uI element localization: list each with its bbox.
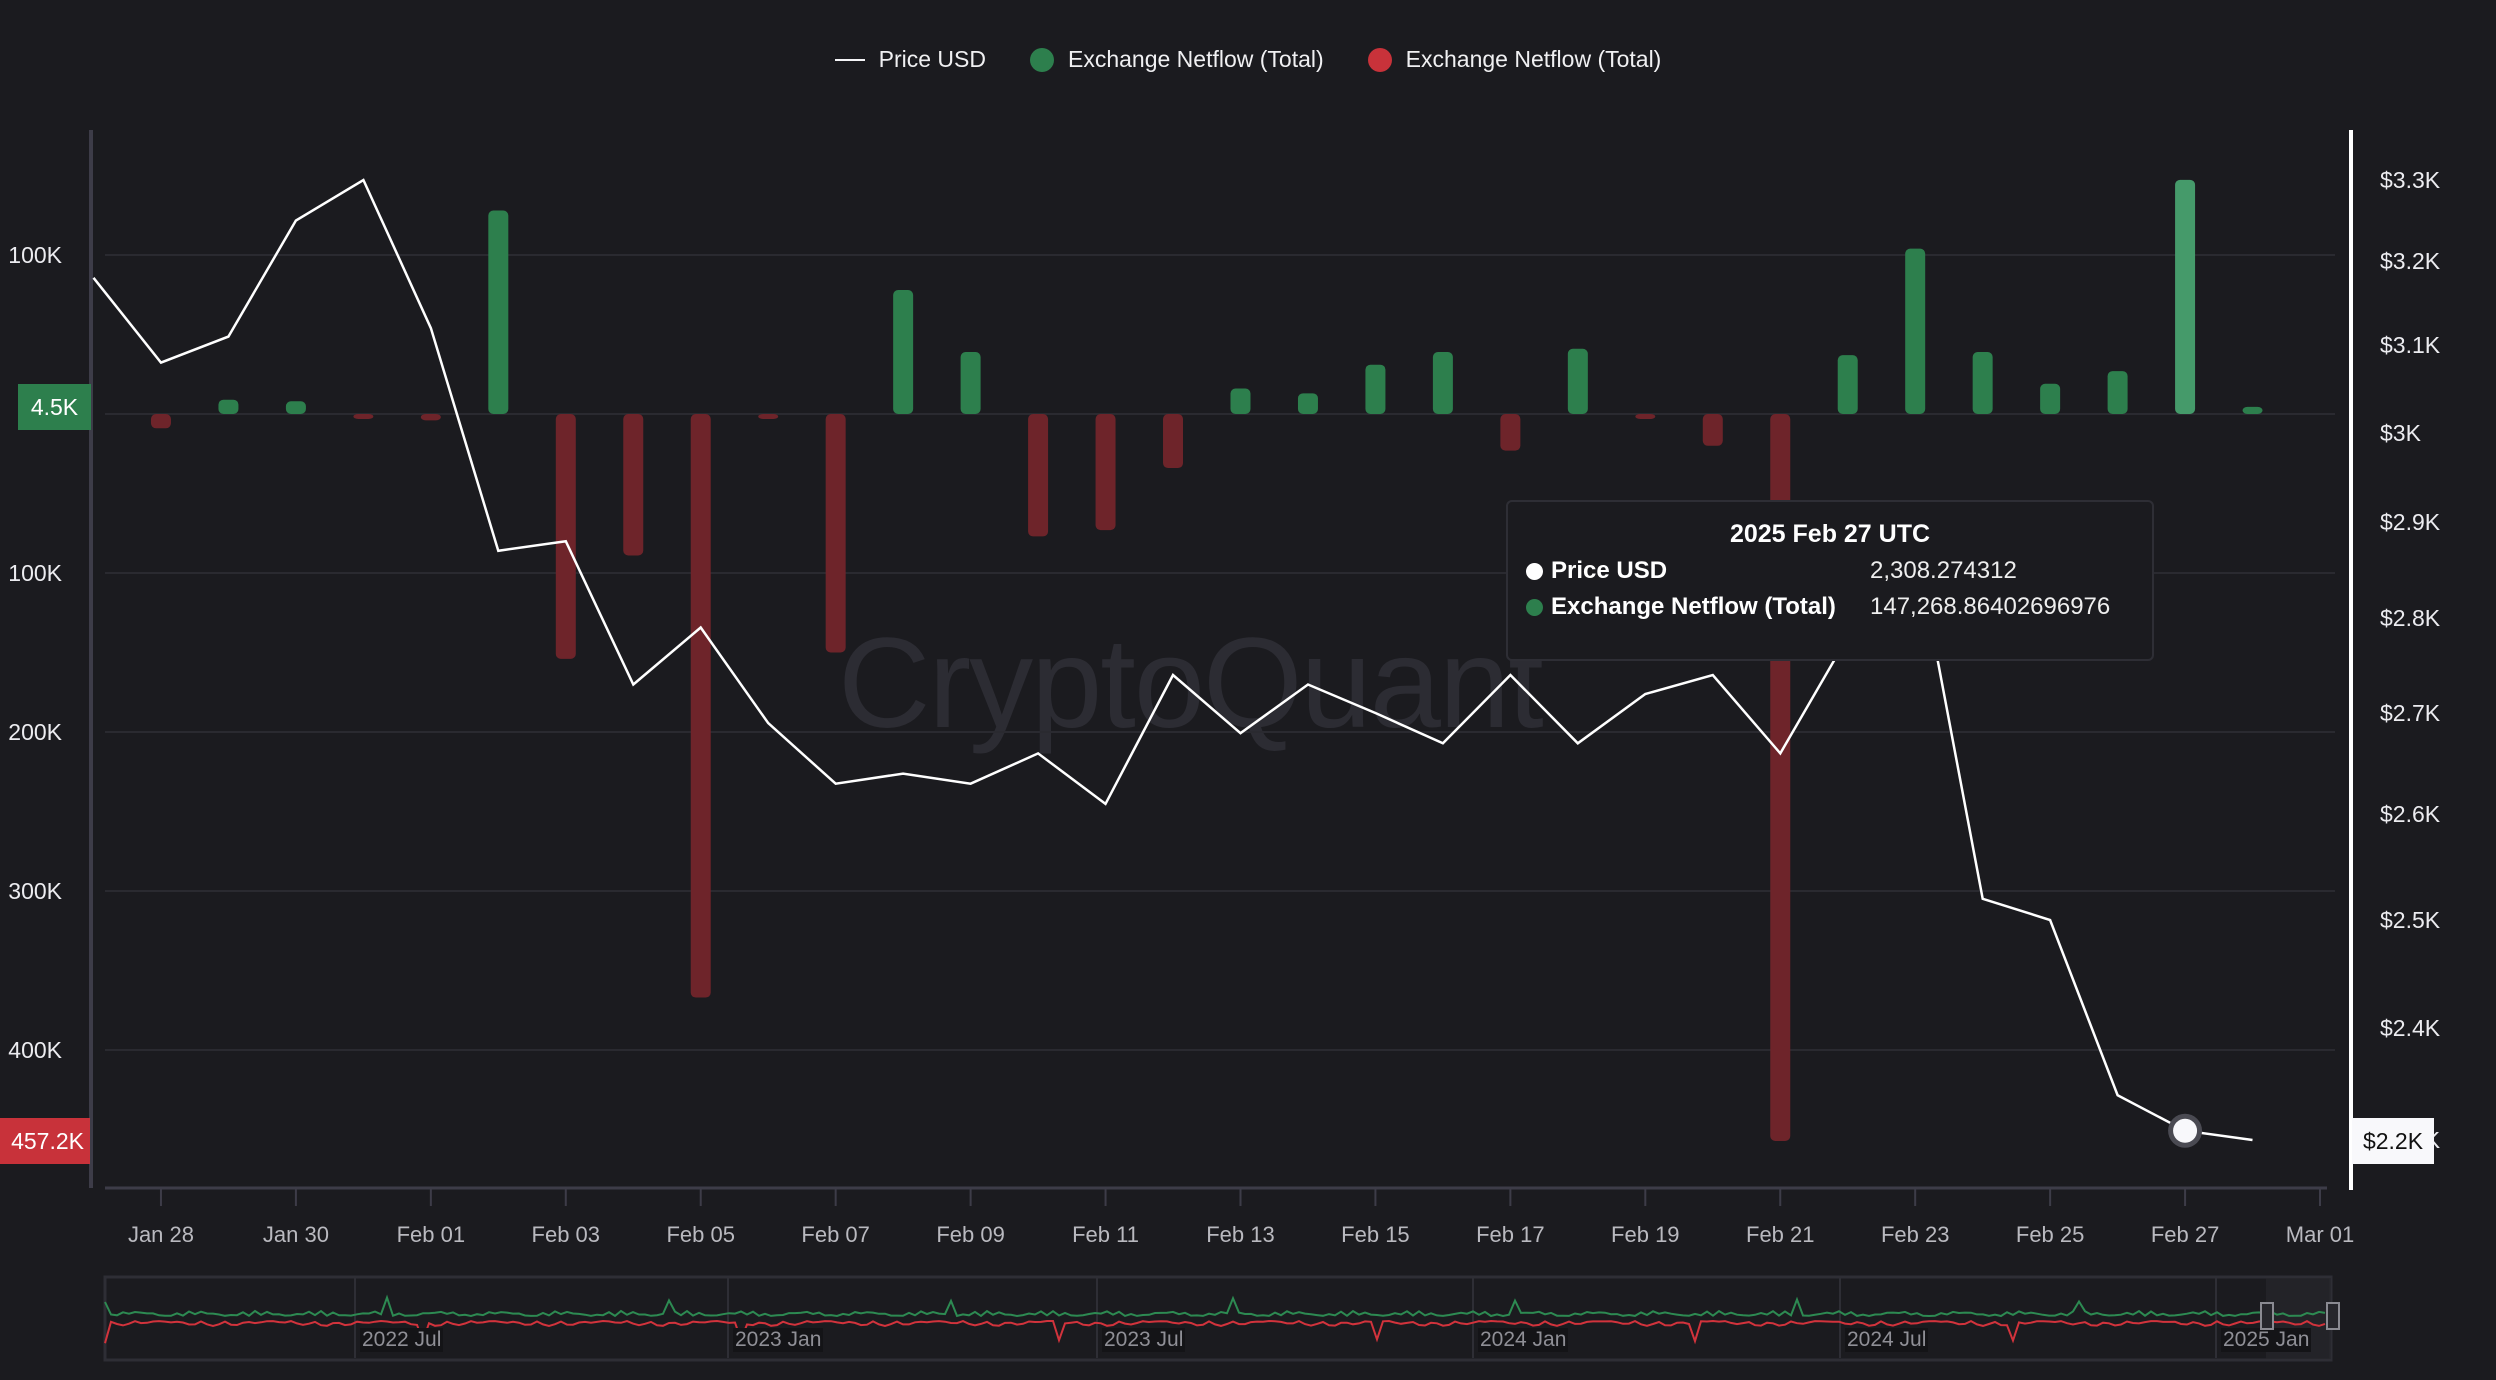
negative-netflow-bar[interactable] — [1500, 414, 1521, 451]
x-axis-label: Jan 30 — [263, 1222, 329, 1247]
x-axis-label: Feb 07 — [801, 1222, 870, 1247]
positive-netflow-bar[interactable] — [2107, 371, 2128, 414]
navigator-label: 2025 Jan — [2221, 1328, 2312, 1352]
navigator-label: 2023 Jul — [1102, 1328, 1186, 1352]
legend-item-price[interactable]: Price USD — [834, 46, 986, 73]
tooltip-row-netflow: Exchange Netflow (Total) — [1526, 593, 1836, 621]
positive-netflow-bar[interactable] — [1837, 355, 1858, 414]
left-axis-tick: 200K — [8, 719, 62, 745]
tooltip-value: 2,308.274312 — [1870, 557, 2017, 584]
x-axis-label: Mar 01 — [2286, 1222, 2354, 1247]
right-axis-tick: $3.3K — [2380, 167, 2441, 193]
positive-netflow-bar[interactable] — [1432, 351, 1453, 414]
negative-netflow-bar[interactable] — [690, 414, 711, 998]
white-dot-icon — [1526, 562, 1543, 580]
tooltip-row-price: Price USD — [1526, 557, 1667, 585]
navigator-label: 2022 Jul — [360, 1328, 444, 1352]
negative-netflow-bar[interactable] — [623, 414, 644, 556]
negative-netflow-bar[interactable] — [420, 414, 441, 421]
x-axis-label: Feb 01 — [397, 1222, 466, 1247]
negative-netflow-bar[interactable] — [1028, 414, 1049, 537]
positive-netflow-bar[interactable] — [2175, 179, 2196, 414]
negative-netflow-bar[interactable] — [1635, 414, 1656, 419]
positive-netflow-bar[interactable] — [2040, 383, 2061, 414]
x-axis-label: Feb 19 — [1611, 1222, 1680, 1247]
negative-netflow-bar[interactable] — [1702, 414, 1723, 446]
left-axis-tick: 300K — [8, 878, 62, 904]
x-axis-label: Jan 28 — [128, 1222, 194, 1247]
positive-netflow-bar[interactable] — [488, 210, 509, 414]
positive-netflow-bar[interactable] — [1365, 364, 1386, 414]
right-axis-tick: $2.5K — [2380, 907, 2441, 933]
positive-netflow-bar[interactable] — [218, 399, 239, 414]
negative-netflow-bar[interactable] — [1163, 414, 1184, 469]
navigator-series-negative — [104, 1319, 2326, 1345]
right-axis-tick: $2.7K — [2380, 700, 2441, 726]
navigator-series-positive — [104, 1294, 2326, 1318]
negative-netflow-bar[interactable] — [555, 414, 576, 659]
legend-label: Exchange Netflow (Total) — [1067, 46, 1324, 72]
x-axis-label: Feb 05 — [666, 1222, 735, 1247]
x-axis-label: Feb 15 — [1341, 1222, 1410, 1247]
right-axis-tick: $2.6K — [2380, 801, 2441, 827]
positive-netflow-bar[interactable] — [1297, 393, 1318, 414]
x-axis-label: Feb 13 — [1206, 1222, 1275, 1247]
x-axis-label: Feb 17 — [1476, 1222, 1545, 1247]
legend-label: Exchange Netflow (Total) — [1405, 46, 1662, 72]
positive-netflow-bar[interactable] — [1230, 388, 1251, 414]
x-axis-label: Feb 03 — [532, 1222, 601, 1247]
red-dot-icon — [1367, 47, 1392, 72]
negative-netflow-bar[interactable] — [353, 414, 374, 419]
negative-netflow-bar[interactable] — [150, 414, 171, 429]
negative-netflow-bar[interactable] — [758, 414, 779, 419]
right-axis-tick: $2.8K — [2380, 605, 2441, 631]
left-axis-tick: 100K — [8, 242, 62, 268]
right-axis-tick: $3K — [2380, 420, 2422, 446]
tooltip-label: Exchange Netflow (Total) — [1551, 593, 1836, 620]
navigator-right-handle[interactable] — [2326, 1302, 2340, 1330]
left-axis-tick: 400K — [8, 1037, 62, 1063]
positive-netflow-bar[interactable] — [1905, 248, 1926, 414]
right-axis-tick: $3.2K — [2380, 248, 2441, 274]
tooltip-label: Price USD — [1551, 557, 1668, 584]
current-price-badge: $2.2K — [2352, 1118, 2434, 1164]
x-axis-label: Feb 23 — [1881, 1222, 1950, 1247]
legend: Price USD Exchange Netflow (Total) Excha… — [0, 46, 2496, 73]
navigator[interactable] — [103, 1275, 2333, 1362]
positive-netflow-bar[interactable] — [2242, 406, 2263, 414]
right-axis-tick: $2.9K — [2380, 509, 2441, 535]
line-icon — [834, 58, 865, 61]
tooltip-title: 2025 Feb 27 UTC — [1729, 520, 1931, 548]
navigator-label: 2024 Jan — [1478, 1328, 1569, 1352]
current-netflow-badge: 4.5K — [18, 384, 91, 430]
green-dot-icon — [1029, 47, 1054, 72]
negative-netflow-bar[interactable] — [1095, 414, 1116, 531]
green-dot-icon — [1526, 598, 1543, 616]
positive-netflow-bar[interactable] — [1972, 351, 1993, 414]
positive-netflow-bar[interactable] — [893, 289, 914, 414]
right-axis-tick: $2.4K — [2380, 1015, 2441, 1041]
x-axis-label: Feb 27 — [2151, 1222, 2220, 1247]
navigator-left-handle[interactable] — [2260, 1302, 2274, 1330]
navigator-label: 2024 Jul — [1845, 1328, 1929, 1352]
negative-netflow-bar[interactable] — [825, 414, 846, 653]
positive-netflow-bar[interactable] — [1567, 348, 1588, 414]
x-axis-label: Feb 25 — [2016, 1222, 2085, 1247]
hover-marker — [2173, 1118, 2198, 1143]
left-axis-tick: 100K — [8, 560, 62, 586]
legend-label: Price USD — [878, 46, 986, 72]
legend-item-netflow-negative[interactable]: Exchange Netflow (Total) — [1367, 46, 1662, 73]
x-axis-label: Feb 09 — [936, 1222, 1005, 1247]
legend-item-netflow-positive[interactable]: Exchange Netflow (Total) — [1029, 46, 1324, 73]
positive-netflow-bar[interactable] — [960, 351, 981, 414]
tooltip-value: 147,268.86402696976 — [1870, 593, 2111, 620]
positive-netflow-bar[interactable] — [285, 401, 306, 414]
right-axis-tick: $3.1K — [2380, 332, 2441, 358]
x-axis-label: Feb 11 — [1072, 1222, 1139, 1247]
tooltip: 2025 Feb 27 UTC Price USD 2,308.274312 E… — [1506, 500, 2154, 661]
navigator-label: 2023 Jan — [733, 1328, 824, 1352]
x-axis-label: Feb 21 — [1746, 1222, 1815, 1247]
min-netflow-badge: 457.2K — [0, 1118, 90, 1164]
